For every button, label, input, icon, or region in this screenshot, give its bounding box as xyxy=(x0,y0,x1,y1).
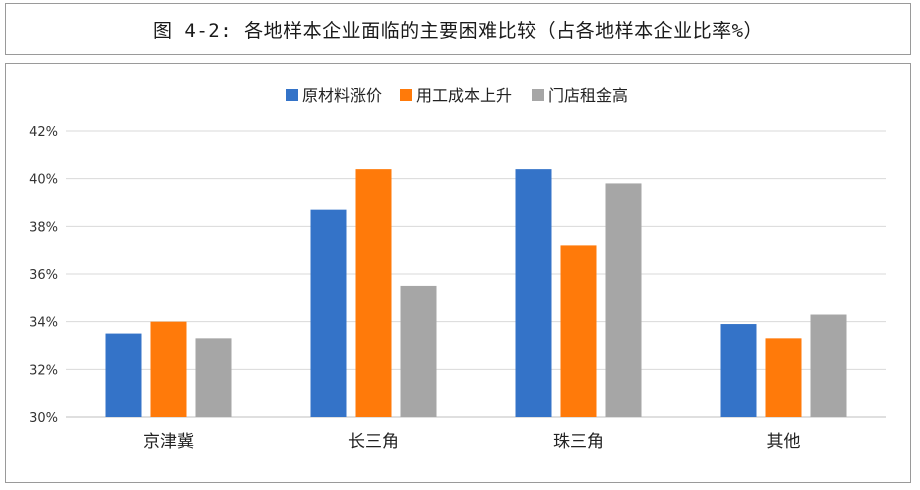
x-category-label: 京津冀 xyxy=(143,432,194,452)
bars xyxy=(105,169,847,417)
legend-label: 用工成本上升 xyxy=(416,86,512,105)
bar xyxy=(810,314,847,417)
legend: 原材料涨价 用工成本上升 门店租金高 xyxy=(286,86,628,105)
bar xyxy=(310,209,347,417)
x-category-label: 其他 xyxy=(767,432,801,452)
y-tick-label: 40% xyxy=(29,173,58,188)
bar xyxy=(150,321,187,417)
x-category-label: 长三角 xyxy=(348,432,399,452)
bar xyxy=(605,183,642,417)
bar-chart: 原材料涨价 用工成本上升 门店租金高 30% 32% 34% 36% 38% 40% 42% 京… xyxy=(29,86,886,452)
gridlines xyxy=(66,130,886,418)
bar xyxy=(400,285,437,417)
bar xyxy=(720,324,757,417)
bar xyxy=(195,338,232,417)
y-tick-label: 34% xyxy=(29,316,58,331)
y-tick-label: 38% xyxy=(29,220,58,235)
bar xyxy=(515,169,552,417)
legend-label: 原材料涨价 xyxy=(302,86,382,105)
bar xyxy=(105,333,142,417)
y-tick-label: 30% xyxy=(29,411,58,426)
legend-swatch xyxy=(286,89,298,101)
y-tick-label: 32% xyxy=(29,363,58,378)
chart-title: 图 4-2: 各地样本企业面临的主要困难比较（占各地样本企业比率%） xyxy=(152,19,764,42)
y-tick-label: 36% xyxy=(29,268,58,283)
y-axis-ticks: 30% 32% 34% 36% 38% 40% 42% xyxy=(29,125,58,426)
legend-label: 门店租金高 xyxy=(548,86,628,105)
x-category-label: 珠三角 xyxy=(553,432,604,452)
bar xyxy=(355,169,392,417)
legend-swatch xyxy=(400,89,412,101)
bar xyxy=(765,338,802,417)
bar xyxy=(560,245,597,417)
title-box: 图 4-2: 各地样本企业面临的主要困难比较（占各地样本企业比率%） xyxy=(5,3,911,55)
y-tick-label: 42% xyxy=(29,125,58,140)
legend-swatch xyxy=(532,89,544,101)
x-axis-labels: 京津冀 长三角 珠三角 其他 xyxy=(143,432,801,452)
chart-area: 原材料涨价 用工成本上升 门店租金高 30% 32% 34% 36% 38% 40% 42% 京… xyxy=(5,63,911,483)
